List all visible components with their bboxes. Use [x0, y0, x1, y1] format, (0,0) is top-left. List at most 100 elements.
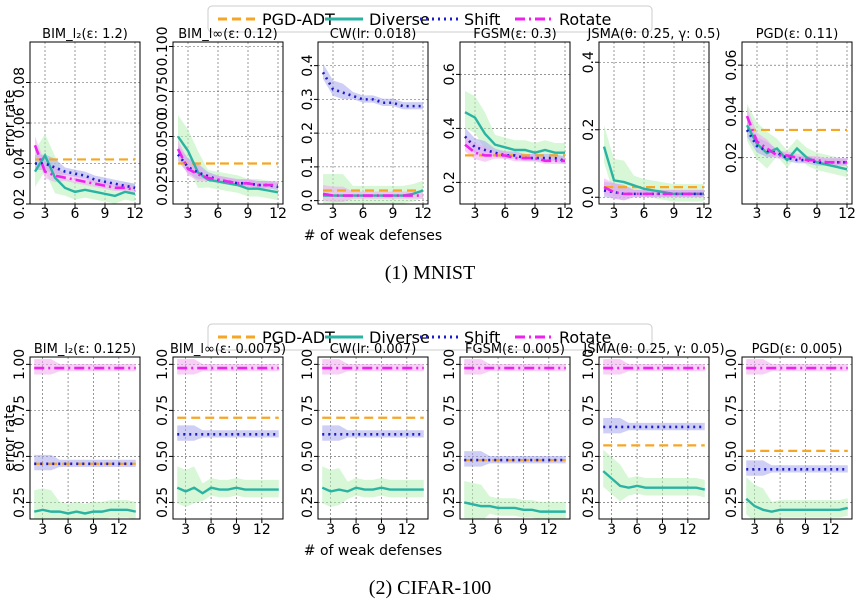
x-tick-label: 12	[126, 206, 144, 222]
plot-frame	[598, 41, 710, 205]
plot-frame	[317, 356, 429, 520]
y-tick-label: 0.02	[724, 142, 740, 173]
legend-label-shift: Shift	[464, 328, 500, 347]
band-rotate	[323, 184, 423, 203]
y-tick-label: 0.100	[155, 26, 171, 66]
x-tick-label: 12	[822, 522, 840, 538]
series-line-rotate	[745, 115, 847, 164]
y-tick-label: 0.04	[12, 148, 28, 179]
series-line-diverse	[321, 486, 424, 493]
y-tick-label: 0.2	[581, 119, 597, 141]
panel-1-1: BIM_l∞(ε: 0.0075) 3 6 9 12 0.25 0.50 0.75 1.00	[155, 342, 286, 538]
x-tick-label: 6	[776, 522, 785, 538]
x-tick-label: 6	[214, 206, 223, 222]
x-tick-label: 6	[207, 522, 216, 538]
plot-frame	[459, 356, 571, 520]
y-tick-label: 0.25	[12, 487, 28, 518]
y-tick-label: 0.04	[724, 96, 740, 127]
band-rotate	[35, 136, 135, 194]
series-line-rotate	[464, 143, 565, 163]
panel-1-0: BIM_l₂(ε: 0.125) 3 6 9 12 0.25 0.50 0.75 1.00	[12, 342, 141, 538]
plot-frame	[741, 356, 853, 520]
x-tick-label: 12	[253, 522, 271, 538]
y-tick-label: 1.00	[724, 349, 740, 380]
panel-title: JSMA(θ: 0.25, γ: 0.05)	[582, 342, 724, 357]
y-axis-label: error rate	[2, 90, 18, 157]
x-tick-label: 9	[232, 522, 241, 538]
panel-title: PGD(ε: 0.11)	[756, 27, 839, 42]
band-diverse	[603, 449, 705, 502]
series-line-diverse	[176, 486, 279, 495]
panel-title: PGD(ε: 0.005)	[752, 342, 843, 357]
x-tick-label: 3	[468, 522, 477, 538]
legend-0: PGD-ADT Diverse Shift Rotate	[207, 5, 653, 33]
band-diverse	[464, 481, 566, 519]
x-tick-label: 3	[753, 206, 762, 222]
series-line-diverse	[602, 470, 706, 491]
series-line-diverse	[464, 111, 565, 154]
series-line-shift	[745, 129, 847, 164]
y-tick-label: 0.25	[300, 487, 316, 518]
y-tick-label: 0.75	[300, 395, 316, 426]
y-tick-label: 0.1	[300, 156, 316, 178]
x-tick-label: 9	[658, 522, 667, 538]
panel-title: BIM_l∞(ε: 0.0075)	[170, 342, 286, 357]
y-tick-label: 0.75	[581, 395, 597, 426]
panel-0-3: FGSM(ε: 0.3) 3 6 9 12 0.2 0.4 0.6	[442, 27, 574, 222]
x-tick-label: 3	[38, 522, 47, 538]
y-axis-label: error rate	[2, 405, 18, 472]
band-rotate	[177, 359, 279, 375]
x-tick-label: 6	[64, 522, 73, 538]
series-line-diverse	[33, 508, 137, 515]
legend-label-pgd-adt: PGD-ADT	[262, 328, 335, 347]
x-tick-label: 6	[640, 206, 649, 222]
y-tick-label: 0.0250	[155, 157, 171, 206]
x-tick-label: 9	[377, 522, 386, 538]
y-tick-label: 1.00	[12, 349, 28, 380]
plot-frame	[29, 356, 141, 520]
legend-label-shift: Shift	[464, 10, 500, 29]
legend-label-rotate: Rotate	[559, 10, 611, 29]
panel-0-5: PGD(ε: 0.11) 3 6 9 12 0.02 0.04 0.06	[724, 27, 856, 222]
y-tick-label: 0.08	[12, 67, 28, 98]
panel-1-4: JSMA(θ: 0.25, γ: 0.05) 3 6 9 12 0.25 0.50 0.75 1…	[581, 342, 725, 538]
x-tick-label: 3	[610, 206, 619, 222]
y-tick-label: 0.25	[581, 487, 597, 518]
y-tick-label: 0.50	[442, 441, 458, 472]
x-tick-label: 12	[556, 206, 574, 222]
y-tick-label: 0.75	[12, 395, 28, 426]
x-tick-label: 9	[813, 206, 822, 222]
band-shift	[322, 425, 424, 441]
panel-0-0: BIM_l₂(ε: 1.2) 3 6 9 12 0.02 0.04 0.06 0.08	[12, 27, 144, 222]
series-line-rotate	[176, 148, 278, 187]
caption-mnist: (1) MNIST	[384, 262, 476, 284]
series-line-diverse	[745, 124, 848, 171]
band-shift	[34, 454, 136, 471]
band-diverse	[465, 90, 565, 161]
y-tick-label: 0.4	[300, 54, 316, 76]
legend-1: PGD-ADT Diverse Shift Rotate	[207, 323, 653, 351]
x-tick-label: 9	[101, 206, 110, 222]
legend-box	[207, 323, 653, 351]
panel-1-5: PGD(ε: 0.005) 3 6 9 12 0.25 0.50 0.75 1.00	[724, 342, 853, 538]
band-diverse	[746, 477, 848, 519]
plot-frame	[741, 41, 853, 205]
panel-title: CW(lr: 0.018)	[330, 27, 417, 42]
y-tick-label: 1.00	[155, 349, 171, 380]
y-tick-label: 0.25	[155, 487, 171, 518]
plot-frame	[172, 356, 284, 520]
legend-box	[207, 5, 653, 33]
y-tick-label: 0.0500	[155, 112, 171, 161]
series-line-diverse	[177, 135, 279, 194]
band-shift	[746, 460, 848, 476]
panel-title: BIM_l₂(ε: 1.2)	[42, 27, 128, 42]
x-tick-label: 9	[519, 522, 528, 538]
x-tick-label: 6	[494, 522, 503, 538]
plot-frame	[172, 41, 284, 205]
band-rotate	[322, 359, 424, 375]
y-tick-label: 0.50	[12, 441, 28, 472]
x-axis-label: # of weak defenses	[304, 228, 442, 244]
y-tick-label: 1.00	[300, 349, 316, 380]
y-tick-label: 0.50	[300, 441, 316, 472]
